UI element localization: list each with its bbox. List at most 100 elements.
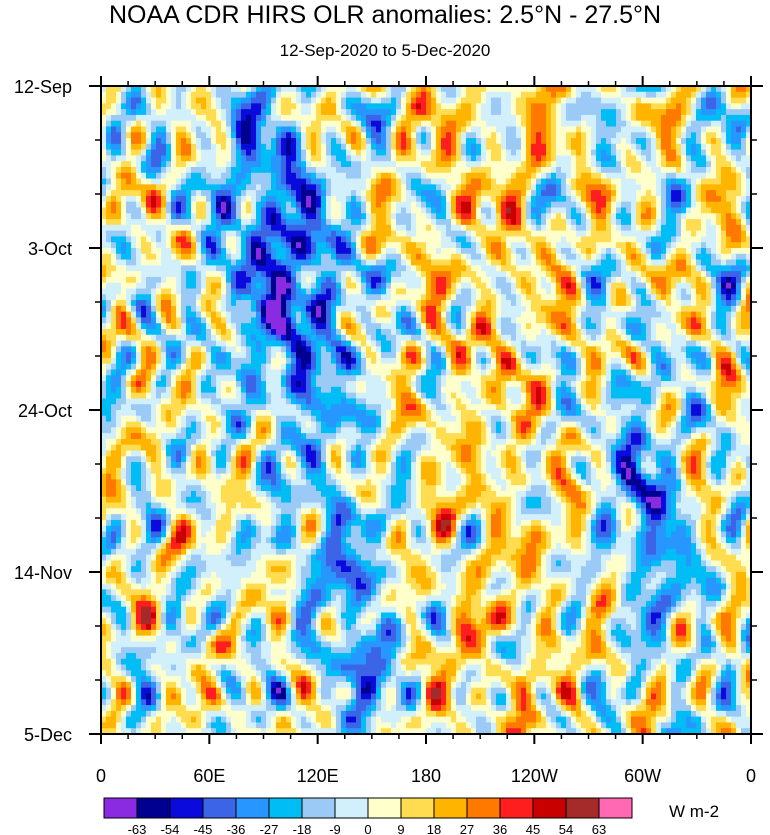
heatmap-cell bbox=[526, 224, 532, 232]
heatmap-cell bbox=[526, 172, 532, 180]
heatmap-cell bbox=[491, 91, 497, 99]
heatmap-cell bbox=[261, 300, 267, 307]
heatmap-cell bbox=[216, 195, 222, 203]
heatmap-cell bbox=[701, 190, 707, 197]
heatmap-cell bbox=[276, 138, 282, 145]
heatmap-cell bbox=[556, 294, 562, 301]
heatmap-cell bbox=[561, 276, 567, 284]
heatmap-cell bbox=[176, 259, 182, 266]
heatmap-cell bbox=[546, 219, 552, 226]
heatmap-cell bbox=[171, 242, 177, 249]
heatmap-cell bbox=[306, 190, 312, 197]
heatmap-cell bbox=[361, 114, 367, 122]
heatmap-cell bbox=[351, 178, 357, 185]
heatmap-cell bbox=[256, 86, 262, 93]
heatmap-cell bbox=[161, 265, 167, 272]
heatmap-cell bbox=[631, 253, 637, 261]
heatmap-cell bbox=[286, 259, 292, 266]
heatmap-cell bbox=[576, 253, 582, 261]
heatmap-cell bbox=[536, 86, 542, 93]
heatmap-cell bbox=[346, 305, 352, 313]
heatmap-cell bbox=[131, 288, 137, 295]
heatmap-cell bbox=[716, 190, 722, 197]
heatmap-cell bbox=[206, 271, 212, 278]
heatmap-cell bbox=[311, 213, 317, 220]
heatmap-cell bbox=[411, 161, 417, 168]
heatmap-cell bbox=[476, 143, 482, 151]
heatmap-cell bbox=[281, 103, 287, 110]
heatmap-cell bbox=[251, 230, 257, 238]
heatmap-cell bbox=[441, 97, 447, 104]
heatmap-cell bbox=[281, 126, 287, 133]
heatmap-cell bbox=[486, 195, 492, 203]
heatmap-cell bbox=[341, 155, 347, 162]
heatmap-cell bbox=[196, 109, 202, 116]
heatmap-cell bbox=[451, 184, 457, 191]
heatmap-cell bbox=[406, 132, 412, 139]
heatmap-cell bbox=[126, 97, 132, 104]
heatmap-cell bbox=[376, 219, 382, 226]
heatmap-cell bbox=[286, 201, 292, 209]
heatmap-cell bbox=[591, 143, 597, 151]
heatmap-cell bbox=[316, 276, 322, 284]
heatmap-cell bbox=[531, 190, 537, 197]
heatmap-cell bbox=[351, 300, 357, 307]
heatmap-cell bbox=[501, 259, 507, 266]
heatmap-cell bbox=[526, 184, 532, 191]
heatmap-cell bbox=[681, 265, 687, 272]
heatmap-cell bbox=[551, 236, 557, 243]
heatmap-cell bbox=[306, 282, 312, 290]
heatmap-cell bbox=[666, 242, 672, 249]
heatmap-cell bbox=[721, 253, 727, 261]
heatmap-cell bbox=[706, 178, 712, 185]
heatmap-cell bbox=[191, 143, 197, 151]
heatmap-cell bbox=[716, 265, 722, 272]
heatmap-cell bbox=[551, 271, 557, 278]
heatmap-cell bbox=[246, 305, 252, 313]
heatmap-cell bbox=[241, 213, 247, 220]
heatmap-cell bbox=[111, 155, 117, 162]
heatmap-cell bbox=[726, 91, 732, 99]
heatmap-cell bbox=[471, 86, 477, 93]
heatmap-cell bbox=[156, 213, 162, 220]
heatmap-cell bbox=[386, 207, 392, 214]
heatmap-cell bbox=[556, 219, 562, 226]
heatmap-cell bbox=[256, 288, 262, 295]
heatmap-cell bbox=[551, 167, 557, 174]
heatmap-cell bbox=[171, 213, 177, 220]
heatmap-cell bbox=[356, 138, 362, 145]
heatmap-cell bbox=[196, 248, 202, 255]
heatmap-cell bbox=[696, 91, 702, 99]
heatmap-cell bbox=[116, 276, 122, 284]
heatmap-cell bbox=[301, 167, 307, 174]
heatmap-cell bbox=[571, 288, 577, 295]
heatmap-cell bbox=[366, 305, 372, 313]
heatmap-cell bbox=[461, 195, 467, 203]
heatmap-cell bbox=[551, 161, 557, 168]
heatmap-cell bbox=[116, 282, 122, 290]
heatmap-cell bbox=[146, 288, 152, 295]
heatmap-cell bbox=[191, 155, 197, 162]
heatmap-cell bbox=[401, 282, 407, 290]
heatmap-cell bbox=[716, 167, 722, 174]
heatmap-cell bbox=[661, 126, 667, 133]
heatmap-cell bbox=[236, 120, 242, 128]
heatmap-cell bbox=[606, 276, 612, 284]
heatmap-cell bbox=[326, 126, 332, 133]
heatmap-cell bbox=[226, 103, 232, 110]
heatmap-cell bbox=[486, 184, 492, 191]
heatmap-cell bbox=[181, 138, 187, 145]
heatmap-cell bbox=[526, 242, 532, 249]
heatmap-cell bbox=[101, 300, 107, 307]
heatmap-cell bbox=[546, 86, 552, 93]
heatmap-cell bbox=[471, 109, 477, 116]
heatmap-cell bbox=[416, 149, 422, 157]
heatmap-cell bbox=[171, 149, 177, 157]
heatmap-cell bbox=[666, 172, 672, 180]
heatmap-cell bbox=[591, 224, 597, 232]
heatmap-cell bbox=[441, 167, 447, 174]
heatmap-cell bbox=[471, 282, 477, 290]
heatmap-cell bbox=[676, 97, 682, 104]
heatmap-cell bbox=[626, 190, 632, 197]
heatmap-cell bbox=[696, 248, 702, 255]
